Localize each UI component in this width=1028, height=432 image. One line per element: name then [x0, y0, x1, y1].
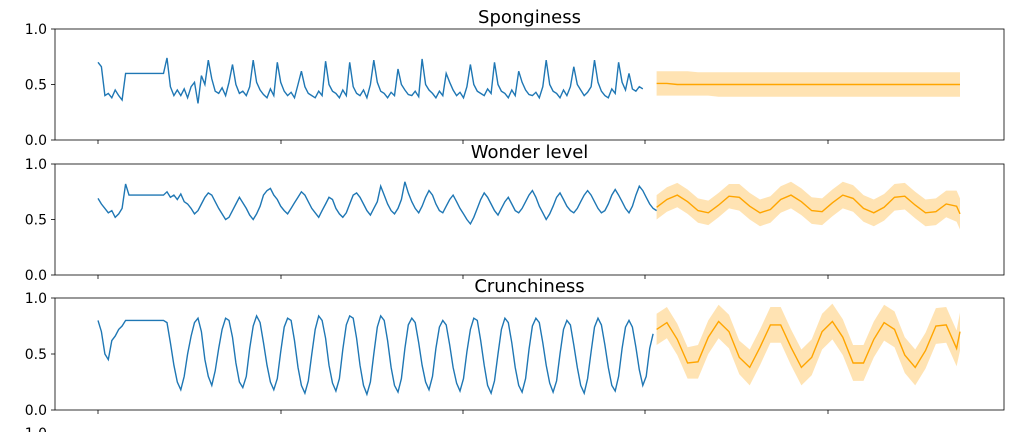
y-tick-label: 0.5: [25, 78, 47, 94]
panel-1: Sponginess 0.0 0.5 1.0: [25, 7, 1005, 149]
y-tick-label: 0.0: [25, 403, 47, 419]
history-line: [97, 181, 657, 226]
panel-title: Wonder level: [471, 142, 589, 163]
axes-frame: [54, 163, 1005, 276]
y-tick-label: 0.5: [25, 213, 47, 229]
forecast-line: [656, 194, 961, 215]
y-tick-label: 0.5: [25, 347, 47, 363]
panel-title: Sponginess: [478, 7, 581, 28]
history-line: [97, 314, 654, 397]
history-line: [97, 57, 644, 104]
panel-title: Crunchiness: [474, 276, 584, 297]
panel-3: Crunchiness 0.0 0.5 1.0: [25, 276, 1005, 419]
y-tick-label: 1.0: [25, 157, 47, 173]
forecast-line: [656, 320, 961, 369]
y-tick-label: 1.0: [25, 291, 47, 307]
forecast-band: [656, 303, 960, 386]
forecast-band: [656, 181, 960, 230]
forecast-line: [656, 82, 960, 86]
panel-2: Wonder level 0.0 0.5 1.0: [25, 142, 1005, 284]
y-tick-label: 1.0: [25, 22, 47, 38]
y-tick-label: 0.0: [25, 268, 47, 284]
next-panel-y-tick-label: 1.0: [25, 426, 47, 432]
y-tick-label: 0.0: [25, 133, 47, 149]
